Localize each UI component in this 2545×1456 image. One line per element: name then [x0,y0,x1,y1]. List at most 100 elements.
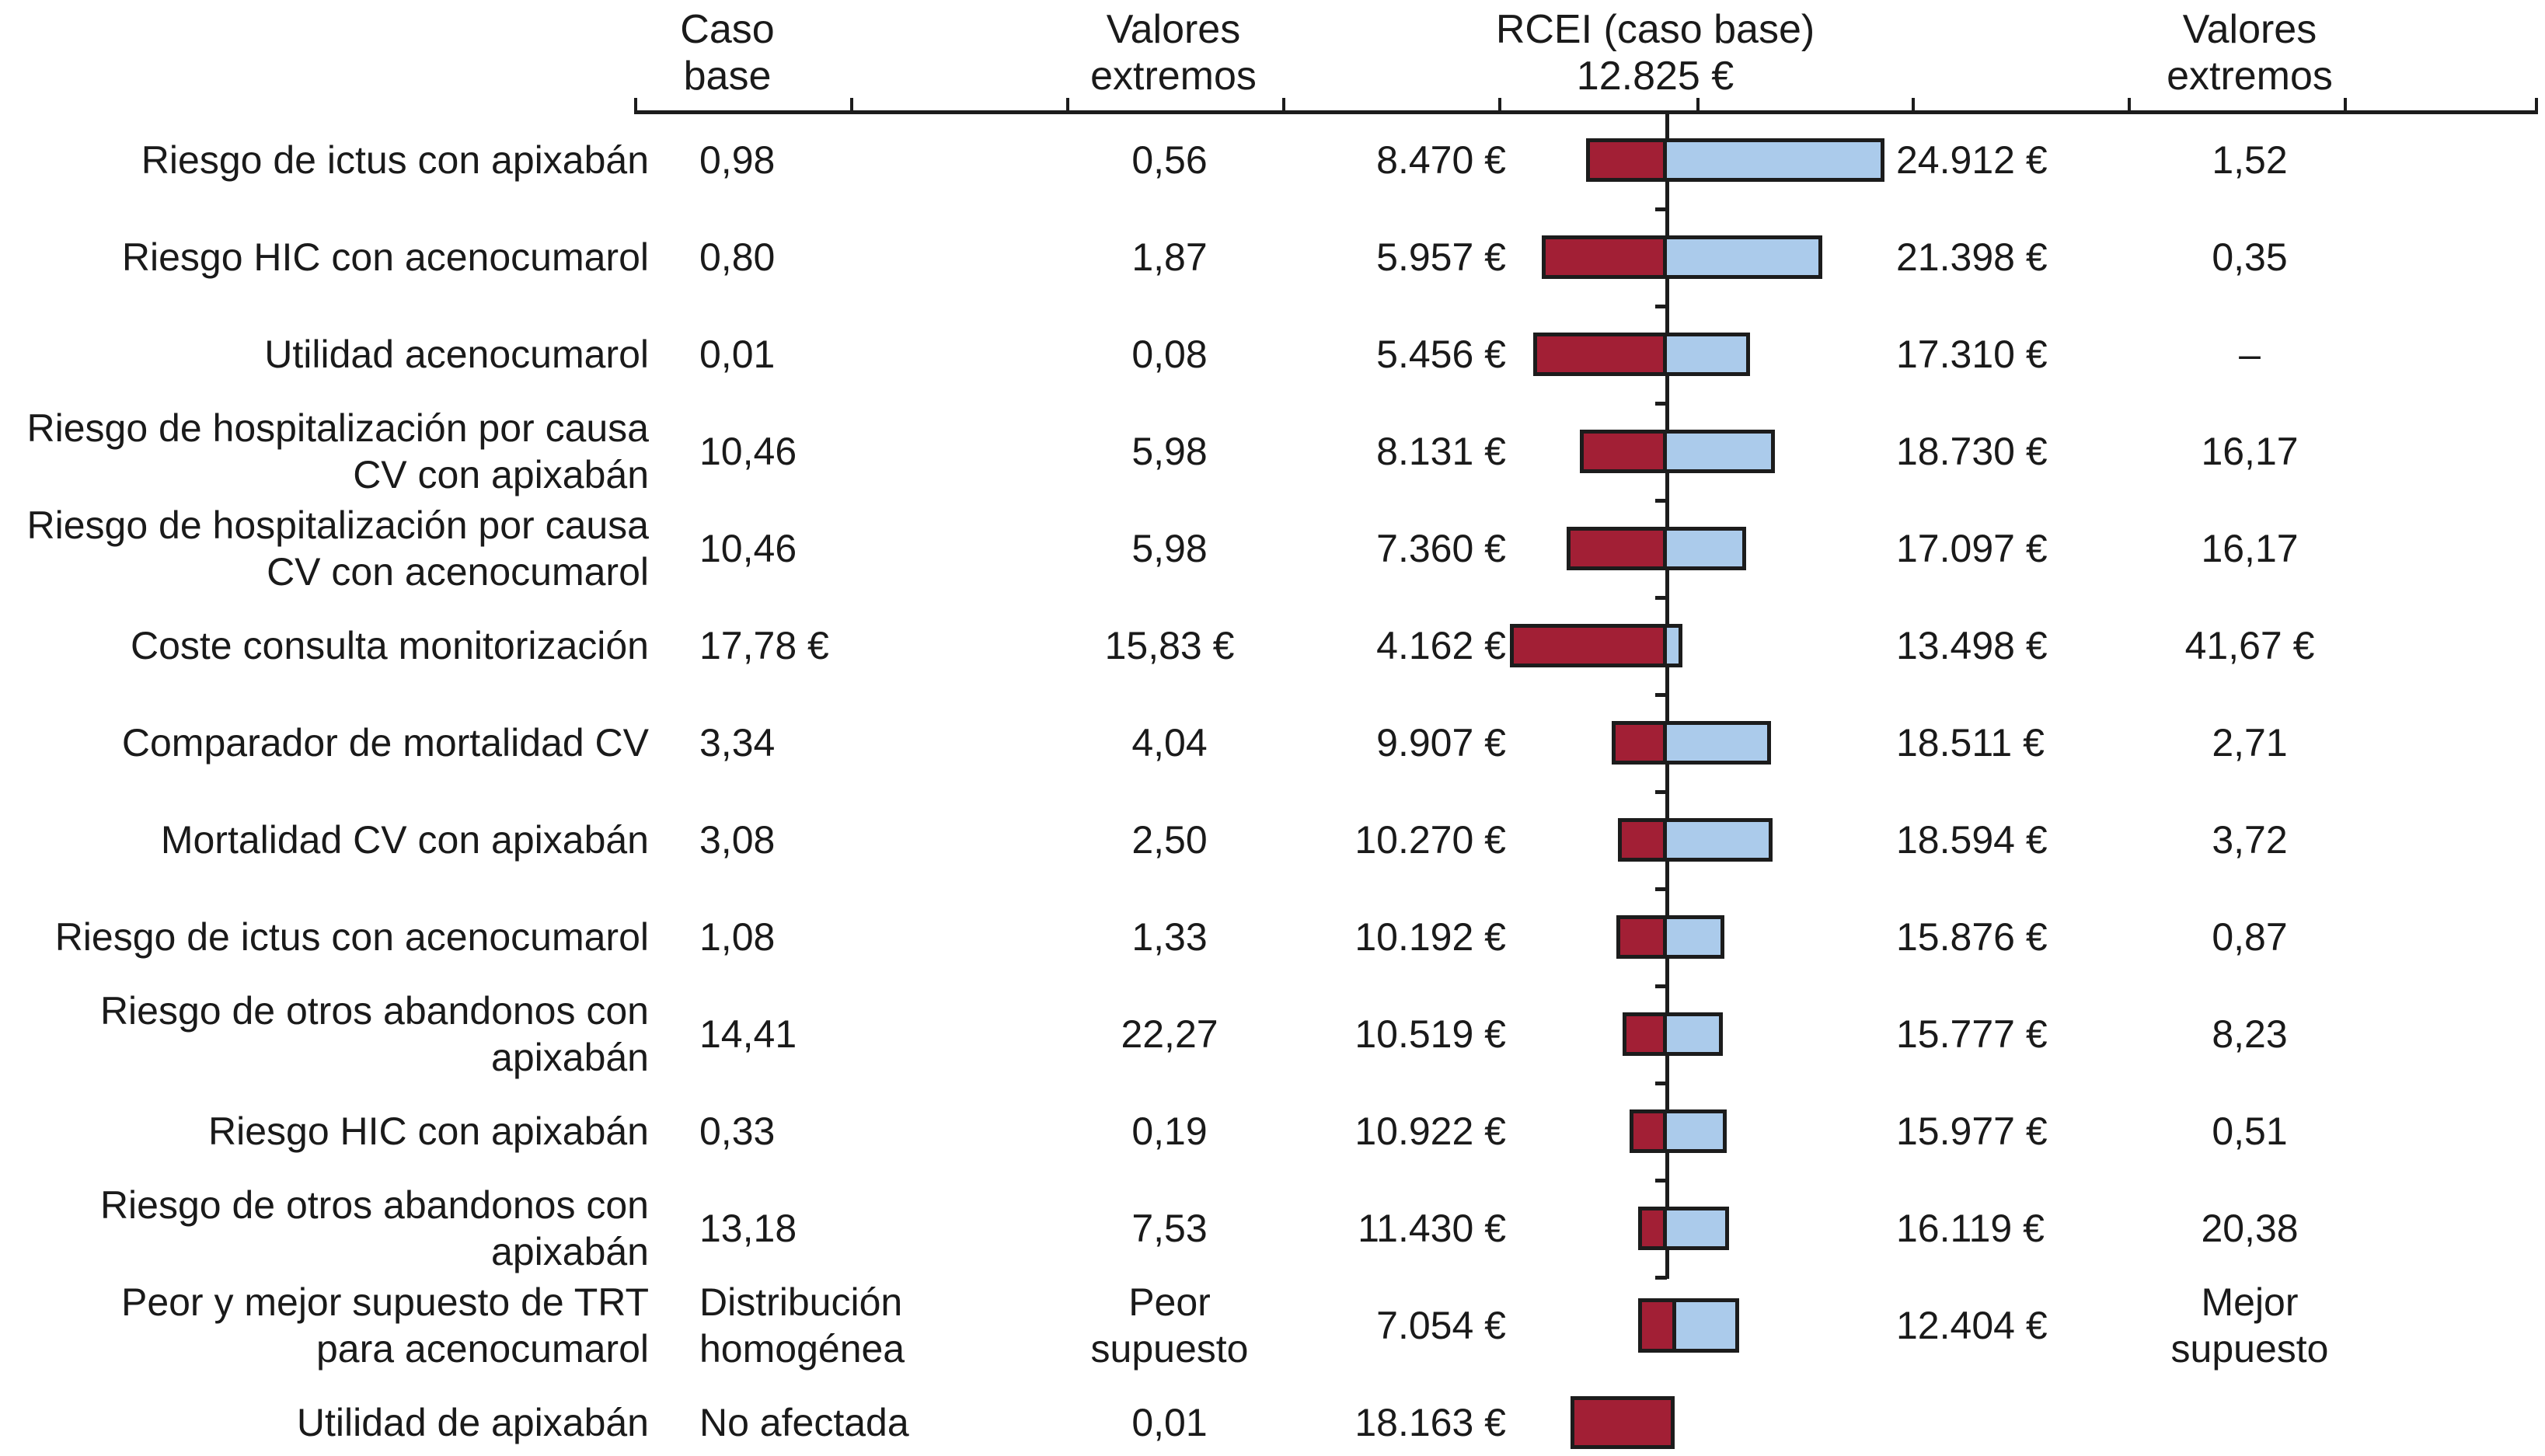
rcei-high-value: 17.097 € [1896,527,2048,570]
bar-high-segment [1667,624,1683,667]
extreme-high-value: 16,17 [2201,527,2299,570]
extreme-low-value: 1,33 [1131,915,1208,959]
rcei-high-value: 16.119 € [1896,1207,2045,1250]
rcei-low-value: 10.270 € [1354,818,1506,862]
center-axis [1665,114,1669,1279]
bar-high-segment [1667,818,1773,862]
extreme-low-value: 1,87 [1131,235,1208,279]
bar-high-segment [1667,1012,1724,1056]
axis-tick-mark [2128,98,2131,112]
axis-tick-mark [1912,98,1915,112]
caso-base-value: 17,78 € [699,624,829,667]
row-label: Riesgo de hospitalización por causa CV co… [26,503,650,594]
axis-tick-mark [634,98,637,112]
caso-base-value: No afectada [699,1401,909,1444]
center-axis-row-tick [1655,401,1667,406]
header-valores-right-line2: extremos [2167,54,2333,99]
bar-low-segment [1611,721,1667,765]
extreme-low-value: 5,98 [1131,430,1208,473]
bar-high-segment [1676,1298,1739,1353]
bar-high-segment [1667,333,1750,376]
center-axis-row-tick [1655,1178,1667,1183]
row-label: Riesgo HIC con apixabán [208,1109,649,1153]
bar-low-segment [1580,430,1667,473]
rcei-high-value: 24.912 € [1896,138,2048,182]
center-axis-row-tick [1655,1275,1667,1280]
extreme-high-value: 41,67 € [2184,624,2315,667]
bar-high-segment [1667,1109,1727,1153]
extreme-low-value: 7,53 [1131,1207,1208,1250]
extreme-high-value: 3,72 [2212,818,2288,862]
rcei-high-value: 21.398 € [1896,235,2048,279]
header-rcei-line1: RCEI (caso base) [1495,7,1815,52]
bar-low-segment [1617,818,1667,862]
header-valores-left-line1: Valores [1106,7,1241,52]
extreme-low-value: Peor supuesto [1090,1280,1249,1371]
row-label: Riesgo de otros abandonos con apixabán [99,989,649,1079]
row-label: Riesgo de ictus con apixabán [141,138,649,182]
center-axis-row-tick [1655,1081,1667,1085]
rcei-high-value: 15.977 € [1896,1109,2048,1153]
extreme-low-value: 5,98 [1131,527,1208,570]
axis-tick-mark [1066,98,1069,112]
row-label: Riesgo HIC con acenocumarol [121,235,649,279]
caso-base-value: 3,34 [699,721,776,765]
bar-high-segment [1667,430,1776,473]
extreme-low-value: 0,56 [1131,138,1208,182]
extreme-high-value: Mejor supuesto [2170,1280,2329,1371]
center-axis-row-tick [1655,207,1667,211]
bar-high-segment [1667,138,1884,182]
extreme-high-value: – [2239,333,2261,376]
caso-base-value: 13,18 [699,1207,797,1250]
center-axis-row-tick [1655,692,1667,697]
row-label: Riesgo de otros abandonos con apixabán [99,1183,649,1273]
extreme-low-value: 4,04 [1131,721,1208,765]
rcei-low-value: 9.907 € [1376,721,1506,765]
rcei-low-value: 4.162 € [1376,624,1506,667]
caso-base-value: 10,46 [699,430,797,473]
header-caso-base: Caso base [572,6,883,99]
rcei-low-value: 8.131 € [1376,430,1506,473]
bar-high-segment [1667,721,1772,765]
extreme-low-value: 0,08 [1131,333,1208,376]
center-axis-row-tick [1655,595,1667,600]
header-caso-base-line1: Caso [680,7,775,52]
rcei-high-value: 12.404 € [1896,1304,2048,1347]
rcei-low-value: 5.957 € [1376,235,1506,279]
extreme-low-value: 15,83 € [1104,624,1235,667]
bar-low-segment [1510,624,1667,667]
bar-low-segment [1571,1396,1675,1449]
caso-base-value: 0,01 [699,333,776,376]
rcei-low-value: 11.430 € [1358,1207,1506,1250]
center-axis-row-tick [1655,498,1667,503]
bar-low-segment [1629,1109,1667,1153]
rcei-high-value: 18.511 € [1896,721,2045,765]
caso-base-value: 10,46 [699,527,797,570]
row-label: Mortalidad CV con apixabán [160,818,649,862]
extreme-high-value: 8,23 [2212,1012,2288,1056]
bar-low-segment [1622,1012,1667,1056]
bar-low-segment [1541,235,1667,279]
caso-base-value: 3,08 [699,818,776,862]
center-axis-row-tick [1655,304,1667,308]
center-axis-row-tick [1655,886,1667,891]
rcei-low-value: 10.922 € [1354,1109,1506,1153]
header-valores-extremos-right: Valores extremos [2094,6,2405,99]
rcei-low-value: 10.519 € [1354,1012,1506,1056]
caso-base-value: 14,41 [699,1012,797,1056]
row-label: Riesgo de ictus con acenocumarol [54,915,649,959]
axis-tick-mark [2535,98,2538,112]
extreme-high-value: 16,17 [2201,430,2299,473]
header-caso-base-line2: base [683,54,772,99]
caso-base-value: Distribución homogénea [699,1280,905,1371]
caso-base-value: 0,98 [699,138,776,182]
center-axis-row-tick [1655,984,1667,988]
center-axis-row-tick [1655,789,1667,794]
rcei-high-value: 15.876 € [1896,915,2048,959]
axis-tick-mark [850,98,853,112]
rcei-low-value: 5.456 € [1376,333,1506,376]
extreme-low-value: 0,01 [1131,1401,1208,1444]
extreme-low-value: 0,19 [1131,1109,1208,1153]
extreme-high-value: 20,38 [2201,1207,2299,1250]
